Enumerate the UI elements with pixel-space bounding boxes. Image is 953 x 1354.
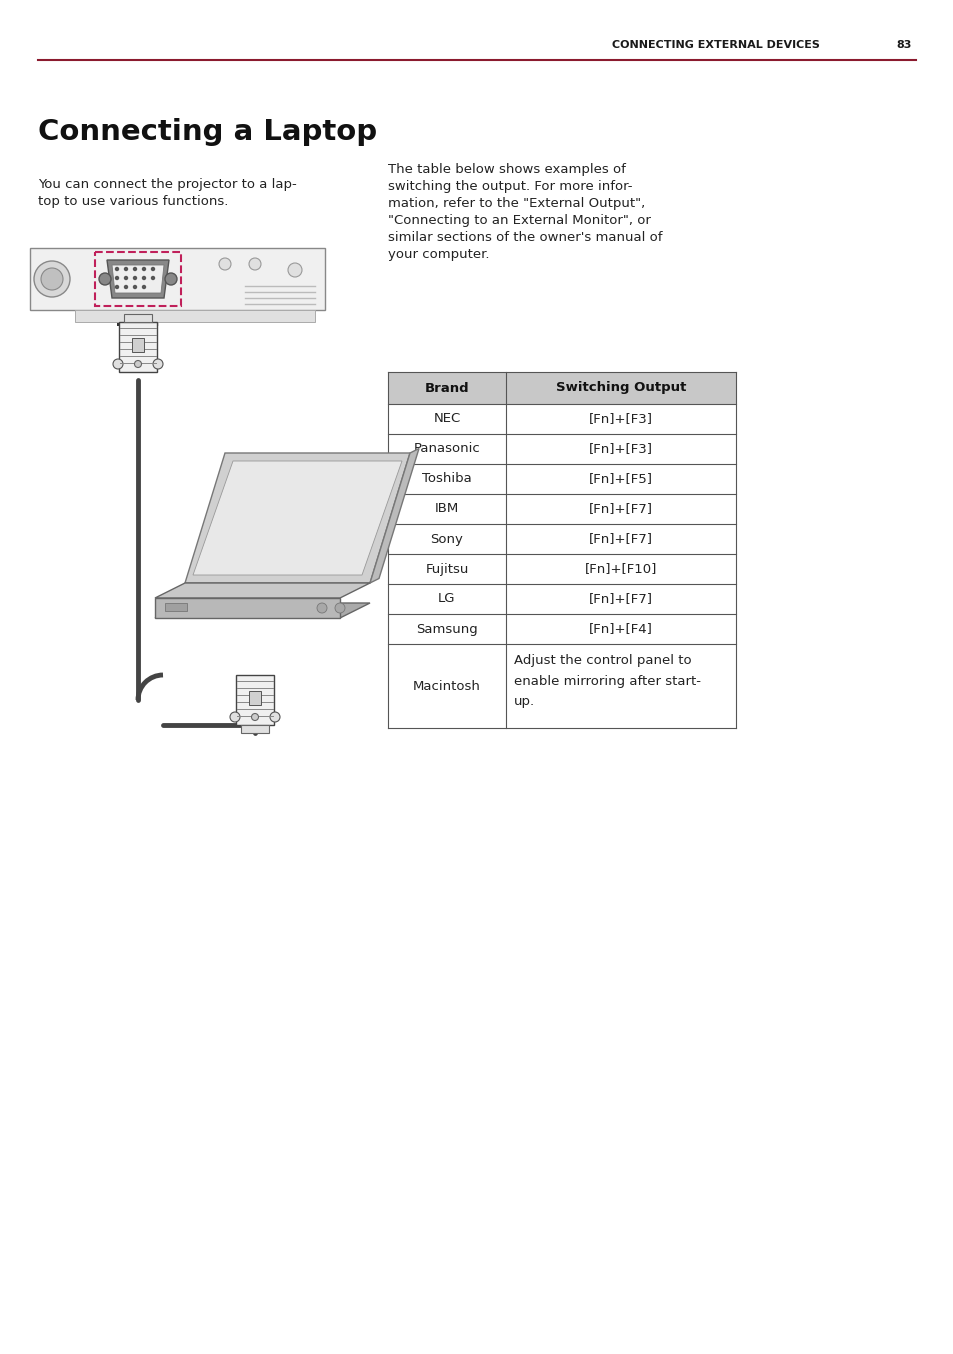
Text: LG: LG xyxy=(437,593,456,605)
Text: [Fn]+[F4]: [Fn]+[F4] xyxy=(588,623,652,635)
Text: top to use various functions.: top to use various functions. xyxy=(38,195,228,209)
Circle shape xyxy=(270,712,280,722)
Polygon shape xyxy=(154,598,339,617)
Circle shape xyxy=(249,259,261,269)
Circle shape xyxy=(165,274,177,284)
Circle shape xyxy=(112,359,123,370)
Bar xyxy=(30,248,325,310)
Circle shape xyxy=(142,276,146,279)
Text: switching the output. For more infor-: switching the output. For more infor- xyxy=(388,180,632,194)
Circle shape xyxy=(152,359,163,370)
Text: "Connecting to an External Monitor", or: "Connecting to an External Monitor", or xyxy=(388,214,650,227)
Text: You can connect the projector to a lap-: You can connect the projector to a lap- xyxy=(38,177,296,191)
Circle shape xyxy=(335,603,345,613)
Circle shape xyxy=(125,286,128,288)
Text: 83: 83 xyxy=(896,41,911,50)
Circle shape xyxy=(41,268,63,290)
Text: [Fn]+[F3]: [Fn]+[F3] xyxy=(588,443,652,455)
Polygon shape xyxy=(154,584,370,598)
Circle shape xyxy=(142,268,146,271)
Polygon shape xyxy=(107,260,169,298)
Circle shape xyxy=(125,268,128,271)
Text: CH: CH xyxy=(34,269,42,275)
Circle shape xyxy=(115,276,118,279)
Bar xyxy=(132,338,144,352)
Bar xyxy=(388,372,735,403)
Circle shape xyxy=(219,259,231,269)
Text: CONNECTING EXTERNAL DEVICES: CONNECTING EXTERNAL DEVICES xyxy=(612,41,820,50)
Text: NEC: NEC xyxy=(433,413,460,425)
Circle shape xyxy=(133,276,136,279)
Text: [Fn]+[F7]: [Fn]+[F7] xyxy=(588,502,652,516)
Text: [Fn]+[F5]: [Fn]+[F5] xyxy=(588,473,652,486)
Bar xyxy=(165,603,187,611)
Text: mation, refer to the "External Output",: mation, refer to the "External Output", xyxy=(388,196,644,210)
Bar xyxy=(95,252,181,306)
Circle shape xyxy=(142,286,146,288)
Text: Connecting a Laptop: Connecting a Laptop xyxy=(38,118,376,146)
Text: Panasonic: Panasonic xyxy=(414,443,480,455)
Text: [Fn]+[F3]: [Fn]+[F3] xyxy=(588,413,652,425)
Text: CH: CH xyxy=(34,256,42,261)
Polygon shape xyxy=(193,460,401,575)
Polygon shape xyxy=(185,454,410,584)
Text: Samsung: Samsung xyxy=(416,623,477,635)
Circle shape xyxy=(252,714,258,720)
Text: your computer.: your computer. xyxy=(388,248,489,261)
Text: Sony: Sony xyxy=(430,532,463,546)
Text: IBM: IBM xyxy=(435,502,458,516)
Text: [Fn]+[F7]: [Fn]+[F7] xyxy=(588,532,652,546)
Text: [Fn]+[F7]: [Fn]+[F7] xyxy=(588,593,652,605)
Circle shape xyxy=(134,360,141,367)
Polygon shape xyxy=(370,448,418,584)
Text: RGB IN: RGB IN xyxy=(116,318,159,328)
Text: [Fn]+[F10]: [Fn]+[F10] xyxy=(584,562,657,575)
Circle shape xyxy=(133,268,136,271)
Text: similar sections of the owner's manual of: similar sections of the owner's manual o… xyxy=(388,232,661,244)
Bar xyxy=(249,691,261,705)
Circle shape xyxy=(288,263,302,278)
Circle shape xyxy=(125,276,128,279)
Bar xyxy=(124,314,152,322)
Circle shape xyxy=(133,286,136,288)
Circle shape xyxy=(152,268,154,271)
Text: Switching Output: Switching Output xyxy=(556,382,685,394)
Circle shape xyxy=(115,286,118,288)
Bar xyxy=(241,724,269,733)
Polygon shape xyxy=(154,603,370,617)
Text: Brand: Brand xyxy=(424,382,469,394)
Text: Macintosh: Macintosh xyxy=(413,680,480,692)
Circle shape xyxy=(316,603,327,613)
Circle shape xyxy=(230,712,240,722)
Circle shape xyxy=(99,274,111,284)
Polygon shape xyxy=(112,265,164,292)
Text: Adjust the control panel to
enable mirroring after start-
up.: Adjust the control panel to enable mirro… xyxy=(514,654,700,708)
Circle shape xyxy=(34,261,70,297)
Circle shape xyxy=(152,276,154,279)
Bar xyxy=(75,310,314,322)
Text: Toshiba: Toshiba xyxy=(421,473,472,486)
Text: Fujitsu: Fujitsu xyxy=(425,562,468,575)
Text: The table below shows examples of: The table below shows examples of xyxy=(388,162,625,176)
Bar xyxy=(235,676,274,724)
Circle shape xyxy=(115,268,118,271)
Bar xyxy=(119,322,157,372)
